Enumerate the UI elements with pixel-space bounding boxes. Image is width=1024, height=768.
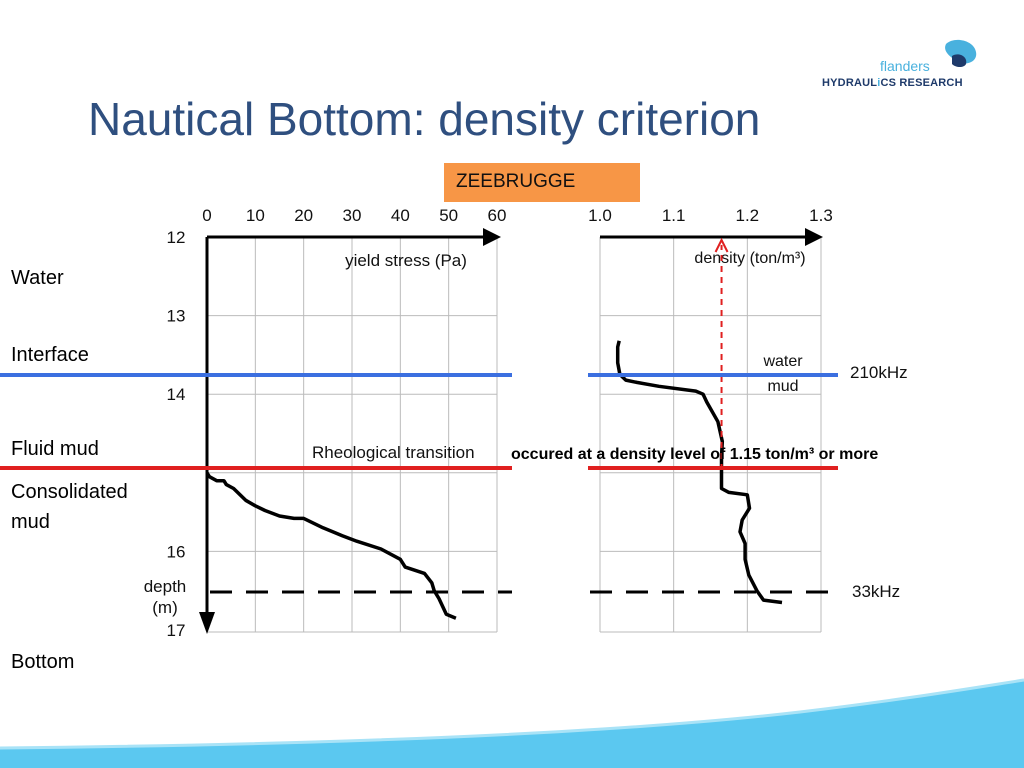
- x-tick-label: 60: [488, 206, 507, 225]
- logo-sub-mark: i: [877, 77, 881, 89]
- y-tick-label: 13: [167, 307, 186, 326]
- x-tick-label: 0: [202, 206, 211, 225]
- frequency-label-210khz: 210kHz: [850, 363, 908, 382]
- reference-arrow-icon: [714, 237, 729, 253]
- x-tick-label: 1.2: [736, 206, 760, 225]
- y-axis-label: (m): [152, 598, 177, 617]
- y-axis-arrow-icon: [199, 612, 215, 634]
- y-tick-label: 12: [167, 228, 186, 247]
- x-axis-label: density (ton/m³): [694, 250, 805, 267]
- y-tick-label: 16: [167, 542, 186, 561]
- logo-icon: [945, 39, 977, 67]
- x-tick-label: 1.3: [809, 206, 833, 225]
- x-axis-arrow-icon: [483, 228, 501, 246]
- layer-label-consolidated-mud: Consolidated mud: [11, 481, 128, 533]
- mud-label: mud: [767, 378, 798, 395]
- logo-sub-b: CS RESEARCH: [880, 77, 963, 89]
- x-tick-label: 10: [246, 206, 265, 225]
- x-tick-label: 40: [391, 206, 410, 225]
- x-axis-arrow-icon: [805, 228, 823, 246]
- x-tick-label: 30: [343, 206, 362, 225]
- y-tick-label: 17: [167, 621, 186, 640]
- x-tick-label: 1.0: [588, 206, 612, 225]
- y-axis-label: depth: [144, 577, 187, 596]
- x-tick-label: 1.1: [662, 206, 686, 225]
- water-label: water: [762, 353, 803, 370]
- x-tick-label: 50: [439, 206, 458, 225]
- slide-title: Nautical Bottom: density criterion: [88, 93, 761, 145]
- density-series-line: [615, 340, 783, 605]
- logo-subtitle: HYDRAULiCS RESEARCH: [822, 77, 963, 89]
- rheological-transition-label: Rheological transition: [312, 443, 475, 462]
- density-level-note: occured at a density level of 1.15 ton/m…: [511, 446, 878, 463]
- x-axis-label: yield stress (Pa): [345, 251, 467, 270]
- logo-wordmark: flanders: [880, 58, 930, 74]
- layer-label-water: Water: [11, 267, 64, 289]
- yield-stress-series-line: [205, 471, 457, 620]
- layer-label-fluid-mud: Fluid mud: [11, 438, 99, 460]
- x-tick-label: 20: [294, 206, 313, 225]
- frequency-label-33khz: 33kHz: [852, 582, 900, 601]
- y-tick-label: 14: [167, 385, 186, 404]
- layer-label-interface: Interface: [11, 344, 89, 366]
- location-badge: ZEEBRUGGE: [444, 163, 640, 202]
- logo-sub-a: HYDRAUL: [822, 77, 878, 89]
- layer-label-bottom: Bottom: [11, 651, 75, 673]
